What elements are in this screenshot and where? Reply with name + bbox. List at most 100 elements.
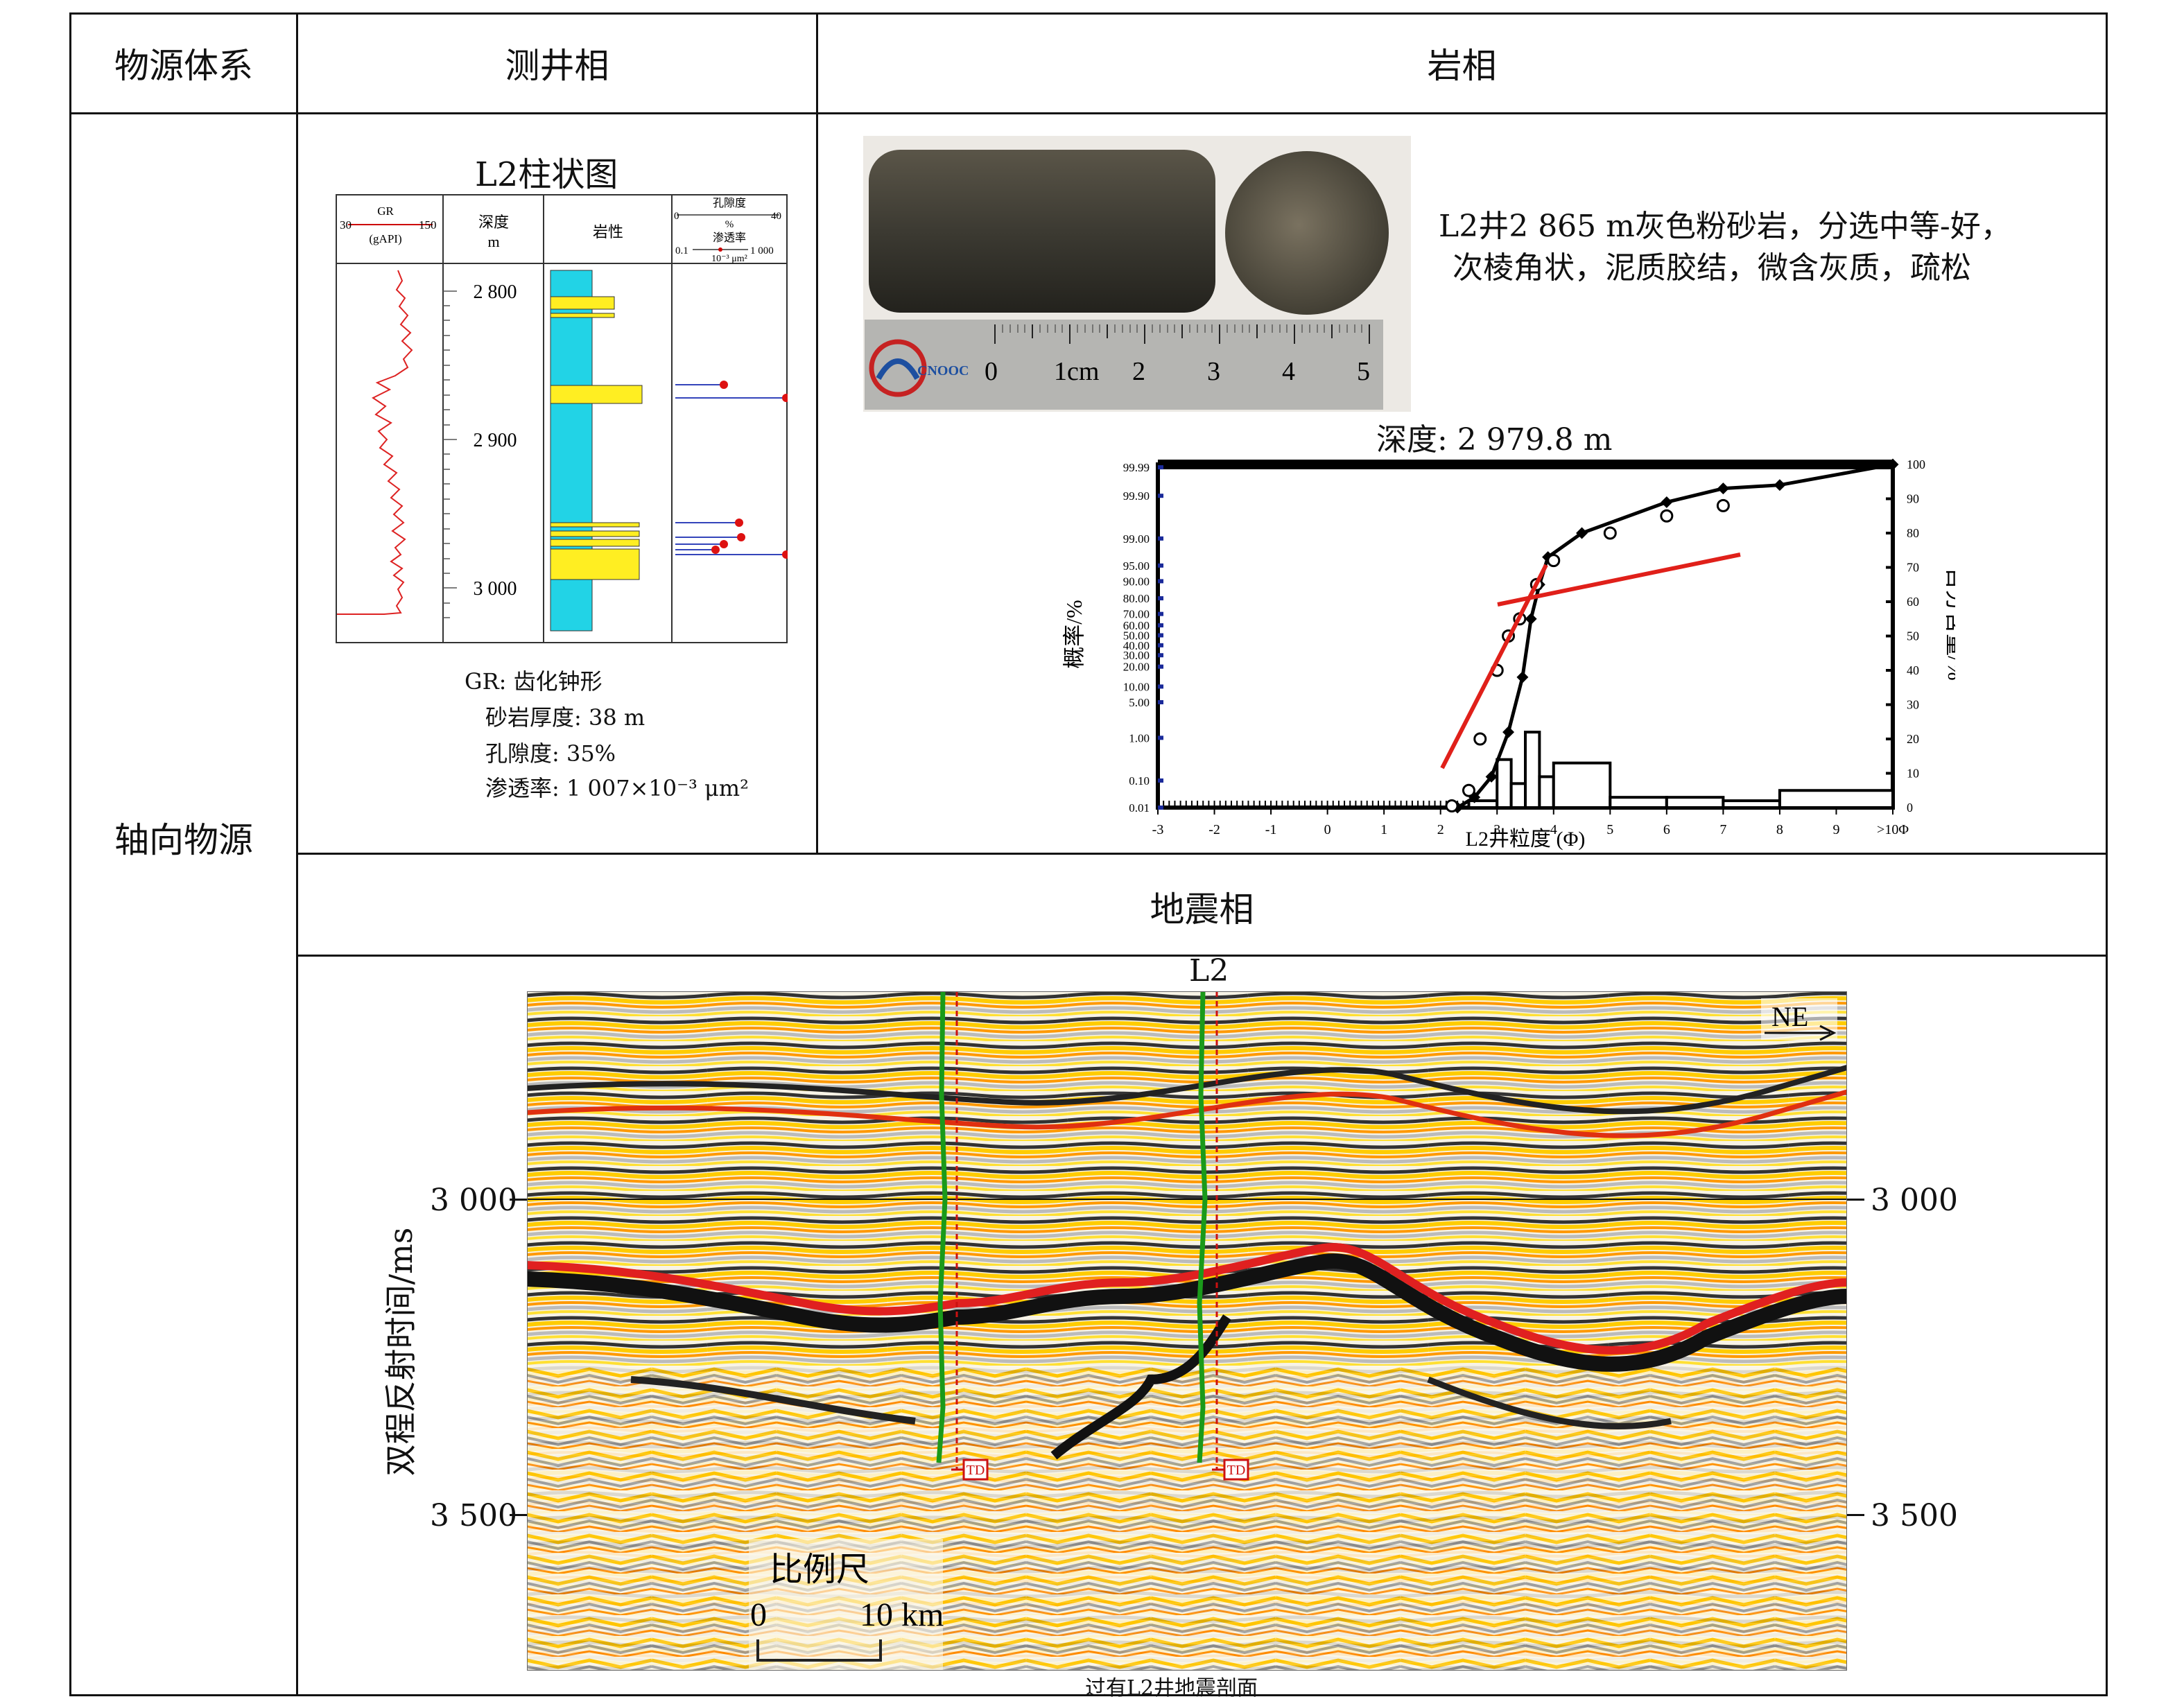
log-note-thickness: 砂岩厚度: 38 m — [485, 704, 645, 731]
gr-curve — [337, 270, 413, 615]
depth-label: 深度 — [478, 214, 509, 231]
y-left-tick-label: 70.00 — [1123, 608, 1150, 621]
x-tick-label: 8 — [1776, 822, 1783, 837]
perm-min: 0.1 — [675, 245, 688, 256]
table-border-bottom — [69, 1694, 2108, 1696]
x-tick-label: -2 — [1208, 822, 1220, 837]
y-right-tick-label: 40 — [1907, 663, 1919, 677]
left-axis-3500: 3 500 — [430, 1498, 517, 1533]
ruler-mark-0: 0 — [985, 357, 998, 386]
y-right-tick-label: 60 — [1907, 595, 1919, 609]
por-unit: % — [725, 219, 734, 230]
header-divider — [69, 112, 2108, 114]
log-note-permeability: 渗透率: 1 007×10⁻³ μm² — [485, 775, 749, 801]
right-tick-3500 — [1847, 1514, 1864, 1516]
x-tick-label: 9 — [1832, 822, 1839, 837]
y-left-tick-label: 60.00 — [1123, 619, 1150, 632]
probability-point — [1445, 799, 1459, 813]
cumulative-point — [1717, 482, 1729, 495]
left-tick-3500 — [510, 1514, 527, 1516]
histogram-bar — [1538, 775, 1555, 810]
gr-label: GR — [377, 204, 394, 218]
y-left-tick-label: 90.00 — [1123, 575, 1150, 588]
y-left-tick-label: 10.00 — [1123, 680, 1150, 693]
cumulative-point — [1576, 527, 1588, 539]
log-title: L2柱状图 — [475, 155, 618, 194]
scale-bar-label: 比例尺 — [770, 1551, 869, 1588]
seismic-ylabel: 双程反射时间/ms — [382, 1227, 419, 1477]
table-border-top — [69, 12, 2108, 15]
well-trace-l2 — [1197, 991, 1208, 1463]
depth-unit: m — [487, 233, 499, 250]
td-marker-1 — [962, 1459, 989, 1481]
header-seismic-facies: 地震相 — [1150, 889, 1254, 930]
cumulative-point — [1485, 770, 1498, 783]
x-tick-label: 6 — [1663, 822, 1670, 837]
seismic-section: TD TD NE 比例尺 0 10 km — [527, 991, 1847, 1671]
depth-tick-3: 3 000 — [474, 578, 517, 600]
lith-label: 岩性 — [593, 223, 623, 241]
seismic-well-label: L2 — [1189, 953, 1229, 989]
perm-max: 1 000 — [750, 245, 774, 256]
log-note-porosity: 孔隙度: 35% — [485, 740, 616, 767]
gr-max: 150 — [419, 218, 437, 232]
perm-label: 渗透率 — [713, 232, 746, 244]
scale-bar — [756, 1639, 882, 1662]
y-right-tick-label: 100 — [1907, 458, 1925, 471]
histogram-bar — [1509, 782, 1527, 810]
histogram-bar — [1778, 789, 1895, 809]
cumulative-point — [1516, 671, 1529, 684]
cumulative-point — [1502, 726, 1515, 738]
header-source-system: 物源体系 — [114, 46, 253, 86]
scale-bar-start: 0 — [750, 1596, 767, 1633]
ruler-mark-4: 4 — [1282, 357, 1295, 386]
col-divider-2 — [816, 12, 818, 854]
header-lithofacies: 岩相 — [1427, 46, 1497, 86]
right-axis-3500: 3 500 — [1871, 1498, 1958, 1533]
y-right-tick-label: 80 — [1907, 526, 1919, 540]
y-right-tick-label: 10 — [1907, 767, 1919, 781]
right-tick-3000 — [1847, 1199, 1864, 1201]
y-left-tick-label: 99.90 — [1123, 489, 1150, 503]
x-tick-label: -1 — [1265, 822, 1277, 837]
cumulative-point — [1661, 496, 1673, 508]
histogram-bar — [1496, 758, 1513, 810]
core-disc — [1225, 151, 1389, 315]
fit-line-suspension — [1497, 552, 1741, 607]
histogram-bar — [1524, 731, 1541, 810]
x-tick-label: -3 — [1152, 822, 1164, 837]
seismic-caption: 过有L2井地震剖面 — [1085, 1676, 1258, 1700]
core-cylinder — [869, 150, 1215, 313]
y-right-tick-label: 90 — [1907, 492, 1919, 506]
y-left-tick-label: 30.00 — [1123, 649, 1150, 662]
header-log-facies: 测井相 — [505, 46, 609, 86]
x-tick-label: 0 — [1324, 822, 1331, 837]
y-right-tick-label: 70 — [1907, 561, 1919, 575]
probability-point — [1473, 732, 1487, 746]
histogram-bar — [1722, 799, 1781, 809]
log-note-gr: GR: 齿化钟形 — [465, 668, 603, 695]
gr-unit: (gAPI) — [369, 232, 401, 245]
por-min: 0 — [674, 211, 679, 222]
td-label-2: TD — [1227, 1463, 1246, 1478]
histogram-bar — [1609, 796, 1668, 809]
ruler — [865, 320, 1383, 410]
core-description-line1: L2井2 865 m灰色粉砂岩，分选中等-好， — [1439, 209, 2011, 244]
td-label-1: TD — [967, 1463, 985, 1478]
well-trace-1 — [936, 991, 948, 1463]
gr-min: 30 — [340, 218, 352, 232]
y-left-tick-label: 40.00 — [1123, 639, 1150, 652]
depth-tick-1: 2 800 — [474, 281, 517, 303]
core-description-line2: 次棱角状，泥质胶结，微含灰质，疏松 — [1453, 250, 1971, 286]
ruler-mark-2: 2 — [1132, 357, 1145, 386]
y-left-tick-label: 50.00 — [1123, 629, 1150, 642]
grain-chart-title: 深度: 2 979.8 m — [1376, 422, 1613, 458]
grain-xlabel: L2井粒度 (Φ) — [1466, 828, 1586, 851]
histogram-bar — [1552, 761, 1612, 809]
por-label: 孔隙度 — [713, 197, 746, 209]
left-axis-3000: 3 000 — [430, 1183, 517, 1218]
x-tick-label: 5 — [1606, 822, 1613, 837]
cnooc-logo-icon — [869, 339, 927, 397]
grain-size-chart: -3 -2 -1 0 1 2 3 4 5 6 7 8 9 >10Φ 99.99 99.90 99.00 95.0… — [1061, 458, 1955, 851]
core-photo: 0 1cm 2 3 4 5 CNOOC — [863, 136, 1411, 412]
